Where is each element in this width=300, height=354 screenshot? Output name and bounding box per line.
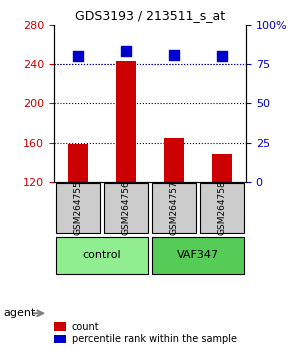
Point <box>220 53 224 59</box>
Text: percentile rank within the sample: percentile rank within the sample <box>72 334 237 344</box>
Bar <box>164 138 184 182</box>
FancyBboxPatch shape <box>56 237 148 274</box>
FancyBboxPatch shape <box>152 237 244 274</box>
FancyBboxPatch shape <box>56 183 100 233</box>
Bar <box>116 61 136 182</box>
Text: GSM264756: GSM264756 <box>122 181 130 235</box>
Text: GSM264758: GSM264758 <box>218 181 226 235</box>
Text: control: control <box>83 250 121 260</box>
FancyBboxPatch shape <box>152 183 196 233</box>
Bar <box>212 154 232 182</box>
FancyBboxPatch shape <box>200 183 244 233</box>
Point <box>124 48 128 54</box>
Text: count: count <box>72 322 100 332</box>
Text: VAF347: VAF347 <box>177 250 219 260</box>
Point <box>76 53 80 59</box>
Title: GDS3193 / 213511_s_at: GDS3193 / 213511_s_at <box>75 9 225 22</box>
FancyBboxPatch shape <box>104 183 148 233</box>
Text: GSM264757: GSM264757 <box>169 181 178 235</box>
Bar <box>68 144 88 182</box>
Text: GSM264755: GSM264755 <box>74 181 82 235</box>
Text: agent: agent <box>3 308 35 318</box>
Point <box>172 52 176 57</box>
